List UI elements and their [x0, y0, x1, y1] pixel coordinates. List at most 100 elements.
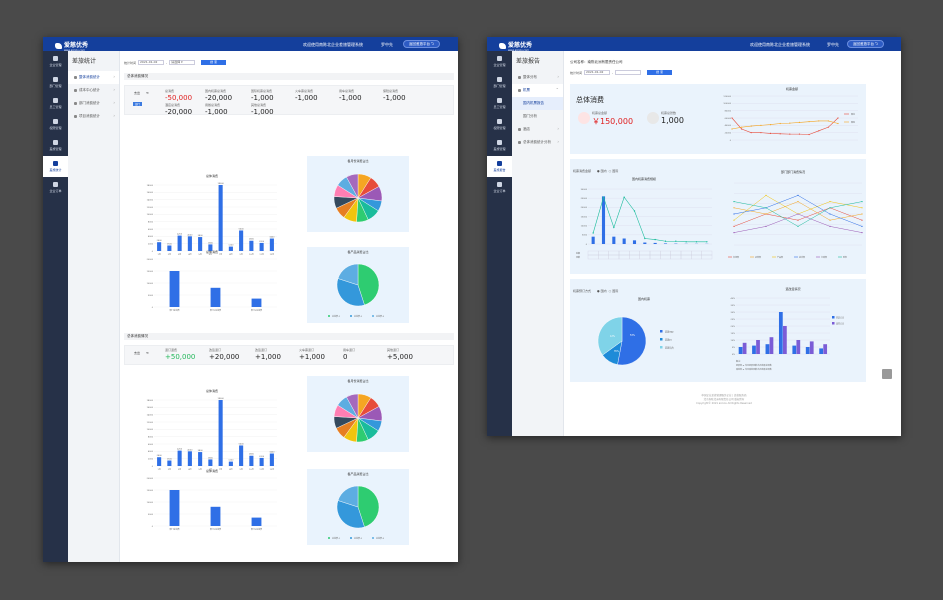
subnav-label: 国内机票报告 — [523, 101, 544, 105]
kpi-label: 其他总消费 — [251, 103, 267, 107]
subnav-item-3[interactable]: 项目消费统计 › — [68, 110, 119, 123]
legend-label: 退票占比 — [836, 316, 844, 320]
date-input[interactable]: 2021-01-02 — [138, 60, 165, 65]
legend-label: 产品部 — [777, 255, 783, 259]
legend-label: 差旅app — [665, 330, 674, 334]
date-filter: 统计时间 2021-01-02 - 请选择 ▾ 搜 索 — [124, 60, 227, 65]
subnav-item-0[interactable]: 整体消费统计 › — [68, 71, 119, 84]
kpi-label: 火车票总消费 — [295, 89, 314, 93]
y-tick-label: 80000 — [725, 110, 732, 112]
subnav-item-0[interactable]: 整体分布 › — [512, 71, 563, 84]
x-tick-label: 部门1总消费 — [210, 527, 221, 531]
date-input[interactable]: 2021-01-02 — [584, 70, 611, 75]
bar — [249, 455, 254, 466]
sidebar-item-5[interactable]: 差旅统计 — [43, 156, 68, 177]
date-end-input[interactable] — [615, 70, 642, 75]
refresh-icon[interactable]: ⟲ — [146, 351, 149, 355]
y-tick-label: 0 — [152, 526, 154, 528]
radio-domestic[interactable]: ● 国内 — [597, 169, 607, 173]
sidebar-item-3[interactable]: 权限管理 — [43, 114, 68, 135]
y-tick-label: 15000 — [581, 216, 588, 218]
bar — [210, 287, 221, 307]
sidebar-icon — [53, 119, 58, 124]
legend-label: 总消费-2 — [354, 536, 363, 540]
bar — [239, 230, 244, 251]
kpi-5: 其他退订 +5,000 — [387, 348, 413, 361]
right-topbar: 爱慈优秀www.aicixiu.com 欢迎使用南陈北企业差旅管理系统 罗中先 … — [487, 37, 901, 52]
right-logo[interactable]: 爱慈优秀www.aicixiu.com — [499, 40, 532, 52]
x-tick-label: 8月 — [229, 467, 232, 471]
dept-tag[interactable]: 部门 — [133, 102, 143, 106]
sidebar-label: 企业订单 — [493, 189, 506, 193]
x-tick-label: 部门总消费 — [169, 527, 179, 531]
y-tick-label: 18000 — [147, 400, 154, 402]
right-screen: 爱慈优秀www.aicixiu.com 欢迎使用南陈北企业差旅管理系统 罗中先 … — [487, 37, 901, 436]
sidebar-icon — [53, 182, 58, 187]
legend-swatch — [660, 330, 663, 333]
table-cell — [691, 254, 702, 260]
kpi-value: +5,000 — [387, 353, 413, 361]
radio-intl[interactable]: ○ 国际 — [608, 169, 619, 173]
sidebar-item-4[interactable]: 差旅管理 — [43, 135, 68, 156]
sidebar-item-0[interactable]: 企业管理 — [487, 51, 512, 72]
data-point — [769, 124, 772, 126]
y-tick-label: 20000 — [147, 478, 154, 480]
search-button[interactable]: 搜 索 — [647, 70, 673, 75]
sidebar-item-0[interactable]: 企业管理 — [43, 51, 68, 72]
radio-intl[interactable]: ○ 国际 — [608, 289, 619, 293]
filter-label: 统计时间 — [124, 60, 137, 65]
sidebar-item-3[interactable]: 权限管理 — [487, 114, 512, 135]
x-tick-label: 部门2总消费 — [251, 527, 262, 531]
back-label: 返回差旅平台 — [409, 42, 430, 46]
sidebar-item-6[interactable]: 企业订单 — [43, 177, 68, 198]
sidebar-icon — [497, 119, 502, 124]
sidebar-item-1[interactable]: 部门管理 — [43, 72, 68, 93]
y-tick-label: 18000 — [147, 185, 154, 187]
kpi-label: 机票总张数 — [661, 111, 677, 115]
user-name[interactable]: 罗中先 — [381, 42, 393, 47]
data-point — [827, 126, 829, 128]
y-tick-label: 15% — [731, 333, 736, 335]
kpi-value: 1,000 — [661, 116, 684, 125]
refresh-icon[interactable]: ⟲ — [146, 91, 149, 95]
radio-label: 国内 — [600, 289, 607, 293]
chart-title: 总体消费 — [205, 389, 218, 393]
subnav-item-2[interactable]: 部门消费统计 › — [68, 97, 119, 110]
data-point — [861, 225, 863, 227]
chevron-right-icon: › — [113, 113, 115, 118]
legend-swatch — [328, 315, 330, 317]
legend-swatch — [660, 338, 663, 341]
radio-domestic[interactable]: ● 国内 — [597, 289, 607, 293]
back-to-platform-button[interactable]: 返回差旅平台 ⮌ — [403, 40, 440, 48]
subnav-item-1[interactable]: 机票 ⌃ — [512, 84, 563, 97]
y-tick-label: 5000 — [148, 295, 154, 297]
type-select[interactable]: 请选择 ▾ — [169, 60, 196, 65]
sidebar-item-5[interactable]: 差旅报告 — [487, 156, 512, 177]
user-name[interactable]: 罗中先 — [827, 42, 839, 47]
scroll-top-icon[interactable] — [882, 369, 892, 379]
sidebar-item-2[interactable]: 员工管理 — [43, 93, 68, 114]
bar — [269, 453, 274, 466]
subnav-item-1[interactable]: 成本中心统计 › — [68, 84, 119, 97]
legend-label: 总消费-3 — [376, 314, 385, 318]
subnav-item-5[interactable]: 总体消费统计分析 › — [512, 136, 563, 149]
bar-value-label: 5600 — [239, 443, 245, 445]
search-button[interactable]: 搜 索 — [201, 60, 227, 65]
sidebar-label: 企业订单 — [49, 189, 62, 193]
series-line — [733, 201, 863, 221]
sidebar-item-6[interactable]: 企业订单 — [487, 177, 512, 198]
back-to-platform-button[interactable]: 返回差旅平台 ⮌ — [847, 40, 884, 48]
subnav-item-4[interactable]: 酒店 › — [512, 123, 563, 136]
table-cell — [680, 250, 692, 256]
subnav-item-2[interactable]: 国内机票报告 — [512, 97, 563, 110]
data-point — [797, 213, 799, 215]
sidebar-item-2[interactable]: 员工管理 — [487, 93, 512, 114]
sidebar-item-1[interactable]: 部门管理 — [487, 72, 512, 93]
data-point — [789, 133, 791, 135]
y-tick-label: 5% — [732, 347, 735, 349]
left-logo[interactable]: 爱慈优秀www.aicixiu.com — [55, 40, 88, 52]
count-icon — [647, 112, 659, 124]
y-tick-label: 120000 — [723, 96, 731, 98]
sidebar-item-4[interactable]: 差旅管理 — [487, 135, 512, 156]
subnav-item-3[interactable]: 国门分析 — [512, 110, 563, 123]
